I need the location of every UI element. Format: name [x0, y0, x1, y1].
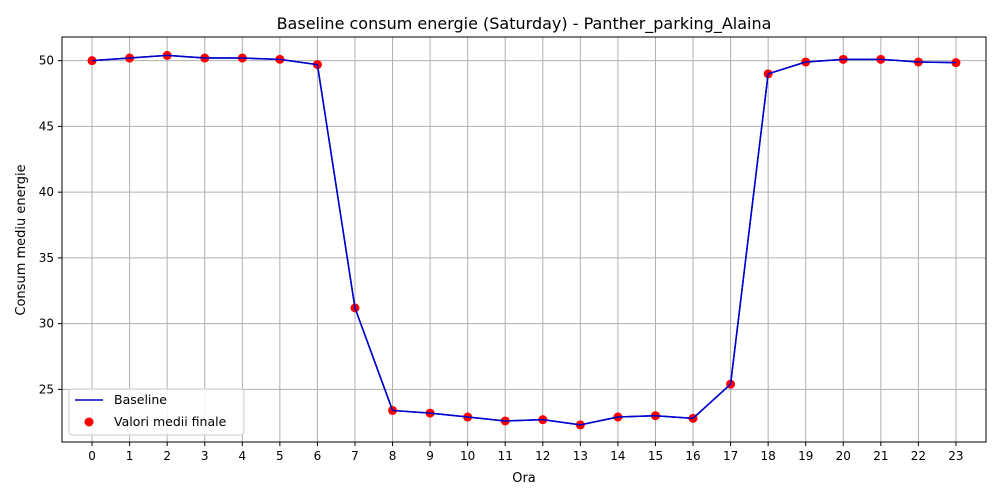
plot-frame [61, 36, 987, 443]
series-layer [87, 50, 961, 430]
x-tick-label: 2 [163, 449, 171, 463]
x-tick-label: 8 [389, 449, 397, 463]
baseline-line [91, 54, 956, 426]
x-tick-label: 7 [351, 449, 359, 463]
x-tick-label: 0 [88, 449, 96, 463]
x-tick-label: 4 [238, 449, 246, 463]
x-tick-label: 13 [573, 449, 588, 463]
x-tick-label: 18 [761, 449, 776, 463]
chart-title: Baseline consum energie (Saturday) - Pan… [277, 14, 772, 34]
x-tick-label: 14 [610, 449, 625, 463]
y-tick-label: 25 [39, 382, 54, 396]
ticks: 0 1 2 3 4 5 6 7 8 9 10 11 12 13 14 15 16 17 18 19 20 21 22 2325… [39, 54, 964, 463]
x-tick-label: 23 [948, 449, 963, 463]
x-tick-label: 11 [498, 449, 513, 463]
grid [62, 37, 986, 442]
x-tick-label: 9 [426, 449, 434, 463]
y-tick-label: 45 [39, 119, 54, 133]
legend-scatter-swatch [84, 417, 94, 427]
x-axis-title: Ora [512, 471, 536, 486]
x-tick-label: 3 [201, 449, 209, 463]
y-axis-title: Consum mediu energie [14, 164, 29, 315]
legend: Baseline Valori medii finale [68, 388, 245, 436]
x-tick-label: 19 [798, 449, 813, 463]
y-tick-label: 50 [39, 54, 54, 68]
x-tick-label: 20 [836, 449, 851, 463]
legend-label-baseline: Baseline [114, 392, 167, 407]
x-tick-label: 22 [911, 449, 926, 463]
legend-label-scatter: Valori medii finale [114, 414, 227, 429]
y-tick-label: 30 [39, 317, 54, 331]
x-tick-label: 1 [126, 449, 134, 463]
legend-box [68, 388, 245, 436]
y-tick-label: 35 [39, 251, 54, 265]
x-tick-label: 5 [276, 449, 284, 463]
y-tick-label: 40 [39, 185, 54, 199]
x-tick-label: 6 [314, 449, 322, 463]
x-tick-label: 15 [648, 449, 663, 463]
x-tick-label: 10 [460, 449, 475, 463]
x-tick-label: 16 [685, 449, 700, 463]
x-tick-label: 12 [535, 449, 550, 463]
baseline-line-overlay [91, 54, 956, 426]
x-tick-label: 21 [873, 449, 888, 463]
x-tick-label: 17 [723, 449, 738, 463]
